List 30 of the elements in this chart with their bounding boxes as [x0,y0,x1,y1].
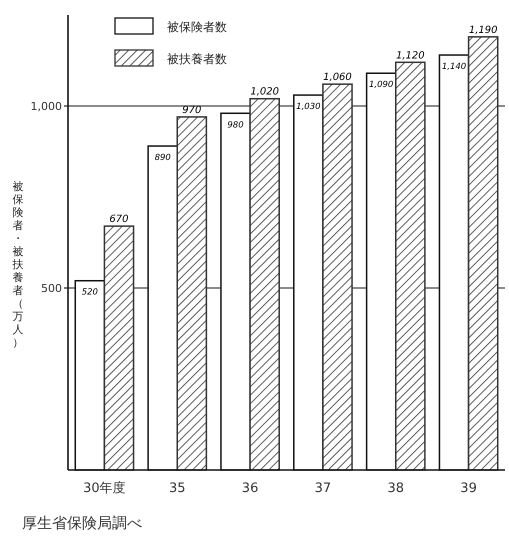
x-tick-label: 39 [460,481,477,496]
data-label: 1,090 [369,80,394,90]
data-label: 970 [182,104,202,116]
data-label: 1,120 [396,50,425,62]
x-tick-label: 30年度 [83,480,126,496]
bar [249,98,280,471]
data-label: 1,020 [250,86,279,98]
legend-label: 被保険者数 [167,20,227,34]
data-label: 1,060 [323,72,352,84]
bar [322,83,353,471]
data-label: 670 [109,214,129,226]
y-tick-label: 500 [41,282,62,295]
x-tick-label: 37 [314,481,332,496]
data-label: 1,140 [442,62,466,72]
data-label: 980 [227,120,244,130]
x-tick-label: 36 [242,481,258,496]
data-label: 1,030 [296,102,321,112]
y-tick-label: 1,000 [30,100,62,113]
bar [395,62,426,471]
bar [468,36,498,471]
legend-label: 被扶養者数 [167,52,227,66]
data-label: 1,190 [468,24,498,36]
x-tick-label: 35 [168,481,186,496]
bar [176,116,208,471]
text: 厚生省保険局調べ [22,514,142,532]
data-label: 890 [154,153,171,164]
text: 被保険者・被扶養者（万人） [12,180,24,349]
bar [104,225,134,471]
x-tick-label: 38 [387,481,404,496]
data-label: 520 [82,288,98,298]
